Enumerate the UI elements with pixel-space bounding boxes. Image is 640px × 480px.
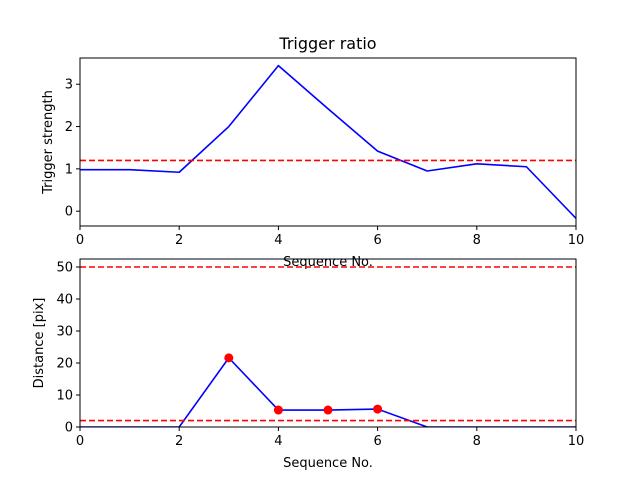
x-tick-label: 4	[274, 434, 282, 449]
x-tick-label: 8	[473, 434, 481, 449]
data-point-marker	[273, 405, 283, 415]
data-point-marker	[224, 353, 234, 363]
y-tick-label: 1	[65, 162, 73, 177]
x-tick-label: 2	[175, 434, 183, 449]
data-point-marker	[323, 405, 333, 415]
data-point-marker	[373, 404, 383, 414]
x-tick-label: 0	[76, 233, 84, 248]
y-tick-label: 40	[56, 293, 73, 308]
chart-title: Trigger ratio	[278, 34, 376, 53]
x-tick-label: 0	[76, 434, 84, 449]
x-tick-label: 6	[373, 233, 381, 248]
y-axis-label: Trigger strength	[41, 90, 56, 195]
x-tick-label: 10	[568, 434, 585, 449]
y-tick-label: 0	[65, 421, 73, 436]
x-tick-label: 10	[568, 233, 585, 248]
y-tick-label: 20	[56, 357, 73, 372]
plot-frame	[79, 57, 577, 227]
y-tick-label: 0	[65, 205, 73, 220]
distance-chart: 0 2 4 6 8 10 0 10 20 30 40 50 Sequence No. Distanc…	[32, 258, 585, 471]
x-tick-label: 2	[175, 233, 183, 248]
y-tick-label: 50	[56, 261, 73, 276]
y-tick-label: 30	[56, 325, 73, 340]
x-tick-label: 8	[473, 233, 481, 248]
y-tick-label: 2	[65, 120, 73, 135]
plot-frame	[79, 258, 577, 428]
y-tick-label: 3	[65, 78, 73, 93]
y-axis-label: Distance [pix]	[32, 298, 47, 389]
series-line	[80, 64, 576, 219]
y-tick-label: 10	[56, 389, 73, 404]
x-tick-label: 4	[274, 233, 282, 248]
x-tick-label: 6	[373, 434, 381, 449]
x-axis-label: Sequence No.	[283, 456, 373, 471]
